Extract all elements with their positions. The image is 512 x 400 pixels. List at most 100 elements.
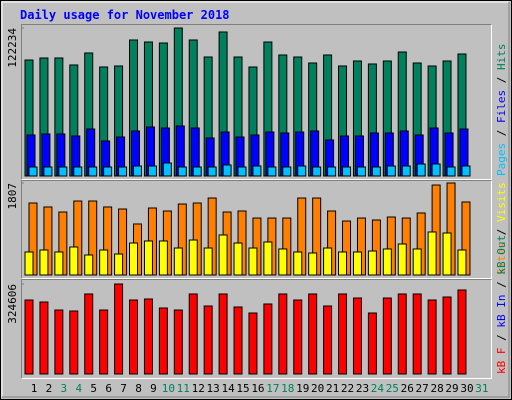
bar (267, 166, 277, 177)
x-tick-label: 22 (341, 382, 354, 395)
bar (412, 248, 422, 276)
bar (162, 162, 172, 177)
bar (457, 289, 467, 375)
bar (218, 234, 228, 276)
legend-entry: Files (495, 90, 508, 123)
bar (293, 251, 303, 276)
bar (386, 165, 396, 177)
bar (43, 166, 53, 177)
bar (367, 250, 377, 276)
x-tick-label: 18 (281, 382, 294, 395)
x-tick-label: 23 (356, 382, 369, 395)
x-tick-label: 21 (326, 382, 339, 395)
chart-title: Daily usage for November 2018 (20, 8, 230, 22)
bar (327, 166, 337, 177)
bar (401, 165, 411, 177)
x-tick-label: 6 (105, 382, 112, 395)
bar (143, 298, 153, 375)
bar (461, 165, 471, 177)
bar (207, 166, 217, 177)
bar (446, 166, 456, 177)
bar (397, 243, 407, 276)
x-tick-label: 10 (162, 382, 175, 395)
legend-separator: / (495, 77, 508, 84)
x-tick-label: 30 (460, 382, 473, 395)
bar (84, 293, 94, 375)
panel-bevel (21, 279, 492, 379)
bar (24, 299, 34, 375)
bar (293, 299, 303, 375)
legend-entry: kB F (495, 348, 508, 375)
bar (24, 251, 34, 276)
bar (312, 166, 322, 177)
legend-separator: / (495, 229, 508, 236)
x-tick-label: 25 (386, 382, 399, 395)
x-tick-label: 14 (221, 382, 235, 395)
bar (129, 242, 139, 276)
bar (39, 301, 49, 375)
bar (69, 246, 79, 276)
bar (297, 165, 307, 177)
x-tick-label: 2 (46, 382, 53, 395)
legend-entry: kB Out (495, 235, 508, 275)
x-tick-label: 11 (177, 382, 190, 395)
bar (114, 283, 124, 375)
bar (222, 164, 232, 177)
legend-entry: Sites (495, 242, 508, 275)
bar (352, 297, 362, 375)
bar (39, 249, 49, 276)
x-tick-label: 27 (416, 382, 429, 395)
bar (308, 252, 318, 276)
bar (382, 248, 392, 276)
bar (84, 254, 94, 276)
legend-entry: Pages (495, 143, 508, 176)
x-tick-label: 29 (445, 382, 458, 395)
bar (323, 247, 333, 276)
x-tick-label: 3 (61, 382, 68, 395)
bar (323, 305, 333, 375)
bar (382, 297, 392, 375)
bar (338, 293, 348, 375)
panel-bevel (21, 180, 492, 279)
bar (233, 242, 243, 276)
legend-entry: kB In (495, 295, 508, 328)
bar (188, 293, 198, 375)
bar (352, 251, 362, 276)
bar (442, 296, 452, 375)
bar (203, 305, 213, 375)
bar (342, 166, 352, 177)
x-tick-label: 1 (31, 382, 38, 395)
bar (28, 166, 38, 177)
bar (371, 166, 381, 177)
x-tick-label: 5 (90, 382, 97, 395)
bar (73, 166, 83, 177)
bar (177, 166, 187, 177)
bar (252, 165, 262, 177)
bar (457, 249, 467, 276)
bar (233, 306, 243, 375)
bar (427, 231, 437, 276)
legend-separator: / (495, 130, 508, 137)
bar (356, 166, 366, 177)
x-tick-label: 20 (311, 382, 324, 395)
legend-separator: / (495, 334, 508, 341)
x-tick-label: 9 (150, 382, 157, 395)
x-tick-label: 19 (296, 382, 309, 395)
legend: Pages / Files / Hits (495, 44, 508, 177)
bar (173, 247, 183, 276)
x-tick-label: 26 (401, 382, 414, 395)
bar (147, 165, 157, 177)
bar (263, 241, 273, 276)
bar (99, 309, 109, 375)
bar (158, 240, 168, 276)
x-tick-label: 17 (266, 382, 279, 395)
bar (397, 293, 407, 375)
bar (263, 303, 273, 375)
bar (103, 166, 113, 177)
bar (431, 163, 441, 177)
y-tick-label: 122234 (6, 28, 19, 68)
bar (69, 310, 79, 375)
